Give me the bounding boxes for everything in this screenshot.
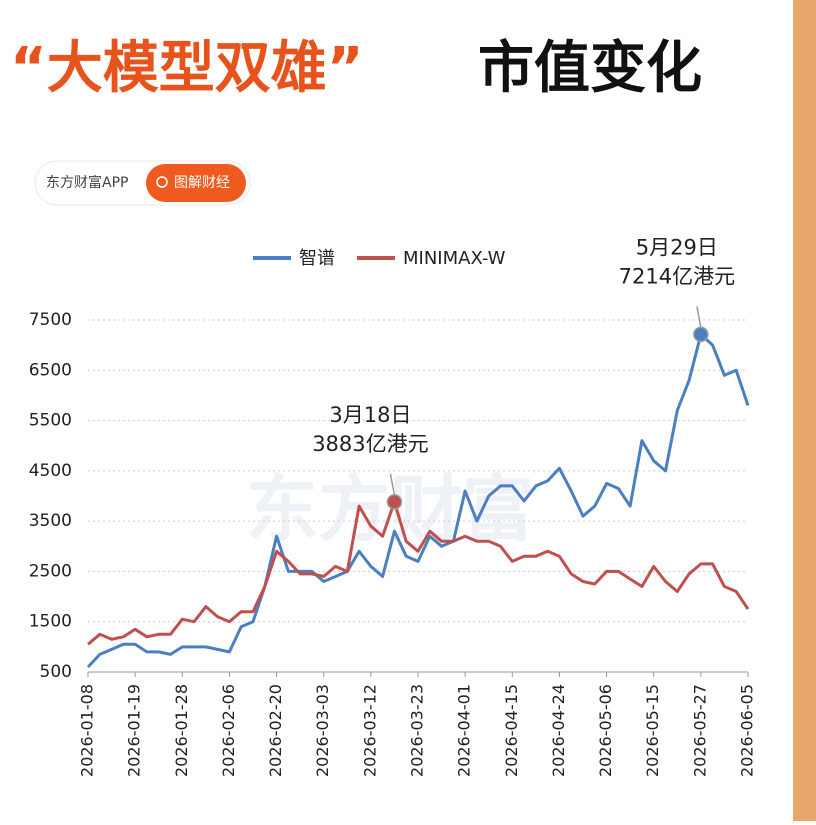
y-tick-label: 2500 xyxy=(29,561,72,581)
title-rest: 市值变化 xyxy=(478,36,702,101)
annotation-text: 7214亿港元 xyxy=(619,264,735,288)
x-tick-label: 2026-02-20 xyxy=(266,684,285,777)
legend-label: MINIMAX-W xyxy=(403,248,506,269)
badge-button[interactable] xyxy=(146,164,246,202)
annotation-marker xyxy=(693,326,709,343)
x-tick-label: 2026-01-28 xyxy=(172,684,191,777)
y-tick-label: 500 xyxy=(40,662,72,682)
x-tick-label: 2026-04-24 xyxy=(549,684,568,777)
edge-strip xyxy=(793,0,816,821)
search-icon xyxy=(156,176,168,188)
x-tick-label: 2026-04-15 xyxy=(502,684,521,777)
annotation-pointer xyxy=(389,473,396,496)
x-tick-label: 2026-03-23 xyxy=(408,684,427,777)
annotation-pointer xyxy=(696,306,702,328)
badge-app: 东方财富APP xyxy=(46,174,128,191)
badge-button-text: 图解财经 xyxy=(174,175,230,191)
legend-label: 智谱 xyxy=(299,248,335,269)
x-tick-label: 2026-05-27 xyxy=(690,684,709,777)
y-tick-label: 1500 xyxy=(29,612,72,632)
x-tick-label: 2026-04-01 xyxy=(455,684,474,777)
watermark: 东方财富 xyxy=(246,468,534,552)
annotation-text: 3883亿港元 xyxy=(312,432,428,456)
x-tick-label: 2026-02-06 xyxy=(219,684,238,777)
x-tick-label: 2026-03-12 xyxy=(360,684,379,777)
x-tick-label: 2026-05-15 xyxy=(643,684,662,777)
x-tick-label: 2026-06-05 xyxy=(738,684,757,777)
title-highlight: “大模型双雄” xyxy=(10,36,364,101)
y-tick-label: 3500 xyxy=(29,511,72,531)
y-tick-label: 5500 xyxy=(29,411,72,431)
y-tick-label: 7500 xyxy=(29,310,72,330)
series-line xyxy=(87,500,750,646)
y-tick-label: 4500 xyxy=(29,461,72,481)
annotation-marker xyxy=(386,494,403,510)
x-tick-label: 2026-03-03 xyxy=(313,684,332,777)
annotation-text: 5月29日 xyxy=(636,235,718,259)
x-tick-label: 2026-01-19 xyxy=(125,684,144,777)
x-tick-label: 2026-01-08 xyxy=(78,684,97,777)
x-tick-label: 2026-05-06 xyxy=(596,684,615,777)
annotation-text: 3月18日 xyxy=(329,403,411,427)
y-tick-label: 6500 xyxy=(29,360,72,380)
series-line xyxy=(86,332,750,669)
